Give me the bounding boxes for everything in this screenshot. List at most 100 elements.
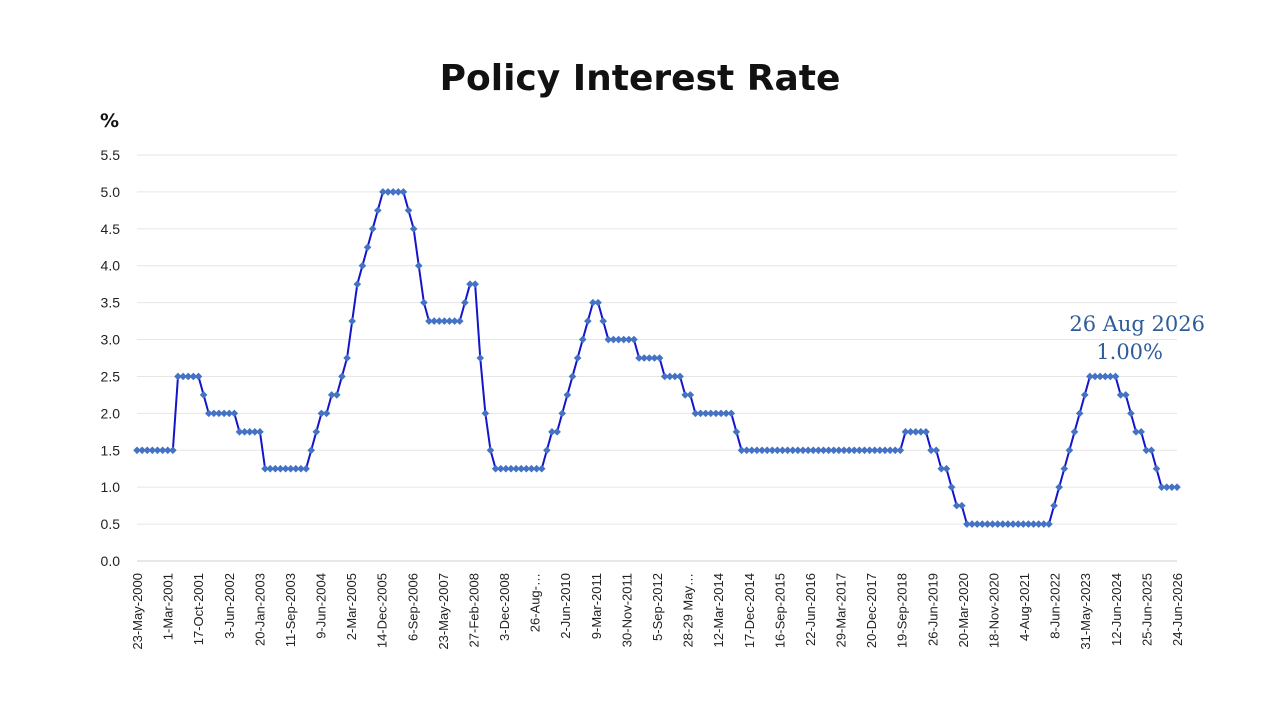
data-point bbox=[712, 409, 720, 418]
rate-series bbox=[133, 188, 1181, 528]
data-point bbox=[666, 372, 674, 381]
data-point bbox=[1034, 520, 1043, 528]
data-point bbox=[348, 317, 356, 325]
data-point bbox=[1096, 372, 1104, 381]
data-point bbox=[753, 446, 761, 455]
x-tick-label: 25-Jun-2025 bbox=[1139, 573, 1154, 646]
data-point bbox=[425, 317, 433, 325]
data-point bbox=[266, 464, 275, 473]
data-point bbox=[1116, 391, 1125, 399]
data-point bbox=[814, 446, 823, 455]
data-point bbox=[373, 206, 382, 215]
data-point bbox=[440, 317, 449, 325]
data-point bbox=[1152, 464, 1161, 473]
data-point bbox=[404, 206, 413, 215]
x-tick-label: 26-Jun-2019 bbox=[925, 573, 940, 646]
y-tick-label: 3.5 bbox=[101, 295, 121, 311]
data-point bbox=[532, 464, 541, 473]
x-tick-label: 16-Sep-2015 bbox=[772, 573, 787, 648]
data-point bbox=[1014, 520, 1022, 528]
x-tick-label: 23-May-2007 bbox=[436, 573, 451, 650]
x-tick-label: 12-Mar-2014 bbox=[711, 573, 726, 647]
data-point bbox=[399, 188, 408, 196]
data-point bbox=[927, 446, 935, 455]
data-point bbox=[312, 428, 321, 436]
data-point bbox=[993, 520, 1002, 528]
data-point bbox=[420, 298, 428, 307]
x-tick-label: 29-Mar-2017 bbox=[834, 573, 849, 647]
data-point bbox=[722, 409, 730, 418]
data-point bbox=[747, 446, 756, 455]
x-tick-label: 9-Jun-2004 bbox=[314, 573, 329, 639]
data-point bbox=[922, 428, 930, 436]
data-point bbox=[942, 464, 951, 473]
data-point bbox=[876, 446, 884, 455]
data-point bbox=[635, 354, 643, 362]
data-point bbox=[1019, 520, 1028, 528]
x-tick-label: 12-Jun-2024 bbox=[1109, 573, 1124, 646]
data-point bbox=[1065, 446, 1074, 455]
data-point bbox=[338, 372, 346, 381]
data-point bbox=[174, 372, 182, 381]
data-point bbox=[1111, 372, 1120, 381]
x-tick-label: 26-Aug-… bbox=[528, 573, 543, 632]
data-point bbox=[696, 409, 705, 418]
data-point bbox=[850, 446, 859, 455]
data-point bbox=[1080, 391, 1089, 399]
data-point bbox=[999, 520, 1007, 528]
data-point bbox=[471, 280, 479, 288]
data-point bbox=[860, 446, 869, 455]
data-point bbox=[1106, 372, 1115, 381]
data-point bbox=[384, 188, 392, 196]
data-point bbox=[517, 464, 526, 473]
x-tick-label: 20-Dec-2017 bbox=[864, 573, 879, 648]
x-tick-label: 17-Dec-2014 bbox=[742, 573, 757, 648]
data-point bbox=[466, 280, 474, 288]
data-point bbox=[527, 464, 536, 473]
data-point bbox=[911, 428, 920, 436]
latest-rate-annotation: 26 Aug 2026 1.00% bbox=[1069, 312, 1205, 364]
data-point bbox=[896, 446, 905, 455]
y-tick-label: 3.0 bbox=[101, 332, 121, 348]
data-point bbox=[281, 464, 290, 473]
data-point bbox=[1086, 372, 1094, 381]
data-point bbox=[947, 483, 956, 491]
data-point bbox=[829, 446, 838, 455]
data-point bbox=[496, 464, 505, 473]
data-point bbox=[286, 464, 295, 473]
x-tick-label: 20-Jan-2003 bbox=[252, 573, 267, 646]
data-point bbox=[1024, 520, 1033, 528]
x-tick-label: 3-Dec-2008 bbox=[497, 573, 512, 641]
data-point bbox=[133, 446, 141, 455]
data-point bbox=[225, 409, 234, 418]
y-tick-label: 1.5 bbox=[101, 442, 121, 458]
data-point bbox=[742, 446, 751, 455]
x-tick-label: 5-Sep-2012 bbox=[650, 573, 665, 641]
data-point bbox=[379, 188, 387, 196]
data-point bbox=[445, 317, 454, 325]
gridlines bbox=[137, 154, 1177, 562]
data-point bbox=[189, 372, 198, 381]
data-point bbox=[717, 409, 725, 418]
data-point bbox=[138, 446, 146, 455]
data-point bbox=[1075, 409, 1084, 418]
x-tick-label: 18-Nov-2020 bbox=[986, 573, 1001, 648]
data-point bbox=[758, 446, 766, 455]
annotation-date: 26 Aug 2026 bbox=[1069, 312, 1205, 336]
x-tick-label: 3-Jun-2002 bbox=[222, 573, 237, 639]
x-tick-label: 6-Sep-2006 bbox=[405, 573, 420, 641]
data-point bbox=[865, 446, 874, 455]
data-point bbox=[870, 446, 879, 455]
data-point bbox=[1009, 520, 1017, 528]
data-point bbox=[240, 428, 249, 436]
data-point bbox=[701, 409, 710, 418]
data-point bbox=[502, 464, 510, 473]
data-point bbox=[625, 335, 633, 344]
x-tick-label: 23-May-2000 bbox=[130, 573, 145, 650]
data-point bbox=[204, 409, 213, 418]
data-point bbox=[158, 446, 167, 455]
x-tick-label: 9-Mar-2011 bbox=[589, 573, 604, 639]
data-point bbox=[855, 446, 864, 455]
data-point bbox=[230, 409, 239, 418]
y-tick-label: 0.5 bbox=[101, 516, 121, 532]
